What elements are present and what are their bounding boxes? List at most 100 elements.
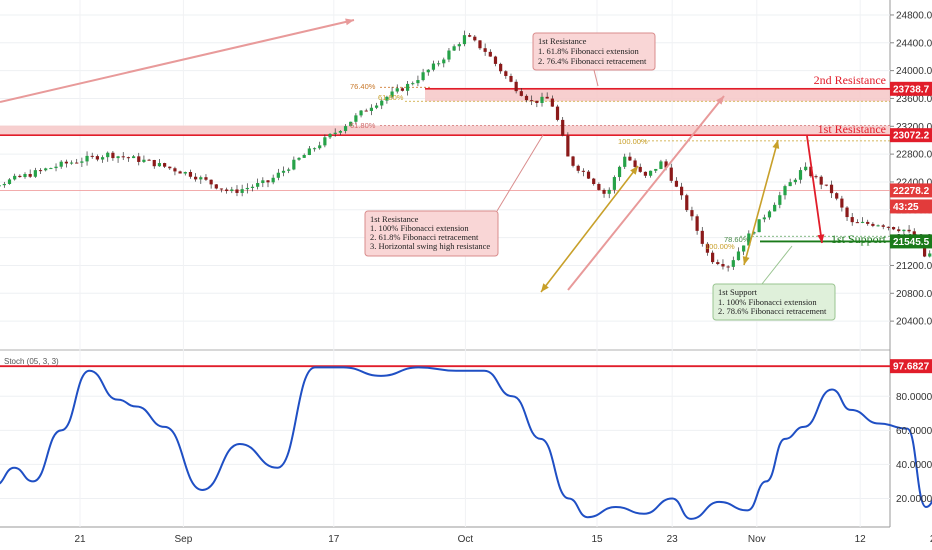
candle-body [767, 211, 772, 218]
candle-body [235, 189, 239, 193]
level-label-1st-support: 1st Support [831, 232, 887, 246]
price-tick-label: 24400.0 [896, 38, 932, 49]
annotation-line: 2. 78.6% Fibonacci retracement [718, 306, 827, 316]
candle-body [437, 63, 441, 65]
candle-body [674, 180, 679, 187]
candle-body [866, 221, 870, 224]
candle-body [287, 169, 291, 171]
candle-body [152, 159, 156, 167]
candle-body [256, 183, 260, 187]
candle-body [225, 189, 229, 192]
price-tick-label: 24000.0 [896, 66, 932, 77]
time-tick-label: 12 [855, 534, 867, 545]
candle-body [18, 175, 22, 178]
candle-body [871, 223, 875, 226]
price-tick-label: 23200.0 [896, 122, 932, 133]
candle-body [106, 152, 110, 158]
price-tick-label: 20400.0 [896, 317, 932, 328]
candle-body [333, 132, 337, 134]
candle-body [840, 198, 844, 208]
candle-body [617, 166, 622, 178]
candle-body [881, 225, 885, 227]
stoch-line [0, 366, 932, 520]
candle-body [405, 83, 410, 91]
candle-body [209, 179, 213, 185]
candle-body [752, 232, 756, 234]
candle-body [142, 159, 146, 162]
candle-body [623, 156, 627, 167]
candle-body [64, 161, 68, 164]
price-tick-label: 24800.0 [896, 10, 932, 21]
candle-body [173, 168, 177, 172]
candle-body [240, 189, 244, 193]
candle-body [385, 96, 389, 101]
candle-body [292, 159, 296, 170]
time-tick-label: 17 [328, 534, 340, 545]
candle-body [199, 177, 203, 180]
candle-body [380, 100, 384, 106]
trend-arrow-up-left [0, 19, 355, 103]
candle-body [69, 162, 74, 164]
candle-body [798, 170, 803, 180]
resistance-zones [0, 86, 890, 243]
candle-body [0, 185, 1, 187]
candle-body [633, 160, 637, 167]
candle-body [685, 195, 689, 211]
candle-body [478, 40, 482, 49]
candle-body [85, 155, 89, 162]
stoch-tick-label: 20.0000 [896, 494, 932, 505]
candle-body [695, 216, 699, 231]
candle-body [194, 176, 198, 180]
candle-body [271, 177, 275, 183]
candle-body [411, 83, 415, 85]
candle-body [648, 170, 653, 176]
candle-body [230, 189, 234, 192]
time-tick-label: Oct [458, 534, 474, 545]
candle-body [778, 195, 782, 205]
candle-body [49, 168, 53, 170]
candle-body [726, 266, 730, 268]
candle-body [576, 165, 580, 171]
price-tick-label: 20800.0 [896, 289, 932, 300]
price-tag-countdown-text: 43:25 [893, 202, 919, 213]
candle-body [163, 163, 167, 167]
time-tick-label: Sep [175, 534, 193, 545]
price-tag-2nd-resistance [890, 81, 932, 96]
stoch-tick-label: 40.0000 [896, 460, 932, 471]
candle-body [400, 88, 405, 91]
fib-label-618-b: 61.80% [350, 121, 376, 130]
candle-body [829, 184, 834, 194]
price-tag-current [890, 183, 932, 198]
fib-extension-arrow-2-tail [742, 256, 750, 265]
candle-body [550, 98, 554, 107]
fib-extension-arrow-2 [743, 139, 779, 266]
candle-body [44, 168, 48, 171]
annotation-line: 3. Horizontal swing high resistance [370, 241, 490, 251]
candle-body [659, 161, 663, 169]
candle-body [643, 171, 648, 176]
candle-body [819, 176, 823, 185]
candle-body [793, 179, 797, 183]
stoch-indicator-label: Stoch (05, 3, 3) [4, 357, 59, 366]
candle-body [716, 262, 720, 265]
fib-label-1000-a: 100.00% [618, 137, 648, 146]
candle-body [343, 126, 348, 131]
candle-body [131, 156, 136, 159]
price-tag-countdown [890, 199, 932, 214]
candle-body [602, 189, 606, 194]
candle-body [468, 35, 472, 37]
candle-body [147, 159, 151, 161]
candle-body [302, 154, 306, 158]
candle-body [111, 152, 115, 159]
candle-body [297, 157, 301, 160]
candle-body [28, 174, 32, 177]
annotation-line: 2. 61.8% Fibonacci retracement [370, 232, 479, 242]
candle-body [121, 156, 125, 158]
annotation-line: 1. 61.8% Fibonacci extension [538, 46, 640, 56]
candle-body [535, 100, 539, 103]
candle-body [835, 193, 839, 199]
candle-body [488, 51, 492, 57]
level-label-1st-resistance: 1st Resistance [818, 122, 886, 136]
annotation-title: 1st Resistance [538, 36, 587, 46]
candle-body [276, 172, 280, 178]
